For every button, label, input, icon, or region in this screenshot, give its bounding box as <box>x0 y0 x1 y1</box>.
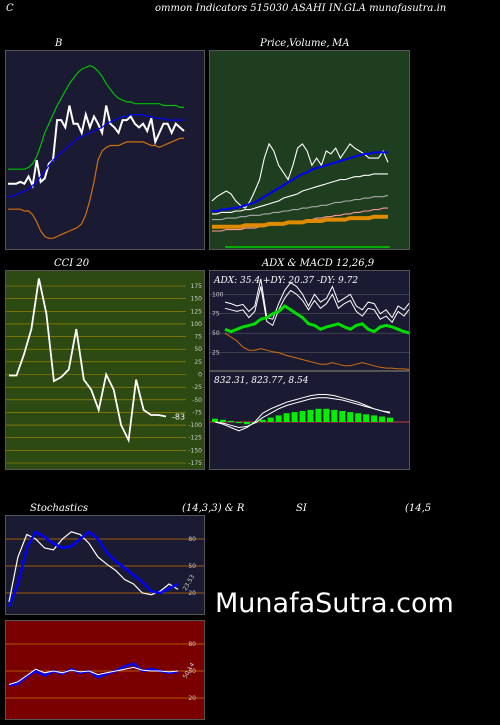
bollinger-price-line <box>8 105 185 189</box>
price-title-c: MA <box>332 38 350 49</box>
macd-panel <box>209 371 410 470</box>
cci-tick-label: 175 <box>191 283 203 290</box>
rsi-params: (14,5 <box>405 503 432 514</box>
price-ma_blue-line <box>212 151 388 212</box>
rsi-rsi-line <box>8 662 179 687</box>
cci-panel: 175 150 125 100 75 50 25 0 -25 -50 -75 -100 -125 -150… <box>5 270 205 470</box>
cci-last-label: -83 <box>172 412 185 421</box>
adx-tick-label: 75 <box>212 311 220 318</box>
macd-histogram-bar <box>291 412 298 422</box>
adx-tick-label: 100 <box>212 291 224 298</box>
adx-plus_dy-line <box>224 278 409 320</box>
rsi-rsi_white-line <box>8 666 179 685</box>
page-title: ommon Indicators 515030 ASAHI IN.GLA mun… <box>155 3 447 14</box>
bollinger-panel <box>5 50 205 250</box>
macd-histogram-bar <box>371 415 378 422</box>
adx-readout: ADX: 35.4 +DY: 20.37 -DY: 9.72 <box>214 276 359 286</box>
cci-tick-label: -100 <box>188 422 202 429</box>
macd-histogram-bar <box>212 418 218 422</box>
adx-tick-label: 50 <box>212 330 220 337</box>
macd-signal-line <box>214 397 391 429</box>
macd-histogram-bar <box>331 409 338 422</box>
macd-histogram-bar <box>267 417 274 422</box>
stoch-tick-label: 80 <box>188 536 196 543</box>
adx-minus_dy-line <box>224 286 409 327</box>
macd-histogram-bar <box>307 409 314 422</box>
macd-histogram-bar <box>363 414 370 422</box>
corner-char: C <box>6 3 14 14</box>
macd-histogram-bar <box>243 422 250 425</box>
rsi-tick-label: 80 <box>188 641 196 648</box>
macd-histogram-bar <box>315 408 322 422</box>
price-ma_white_1-line <box>212 173 388 215</box>
cci-tick-label: 50 <box>194 346 202 353</box>
cci-tick-label: -175 <box>188 460 202 467</box>
macd-readout: 832.31, 823.77, 8.54 <box>214 376 309 386</box>
macd-histogram-bar <box>235 422 242 424</box>
cci-tick-label: 25 <box>194 359 202 366</box>
stoch-k-line <box>8 531 179 603</box>
cci-tick-label: -125 <box>188 435 202 442</box>
adx-tick-label: 25 <box>212 350 220 357</box>
macd-histogram-bar <box>283 413 290 422</box>
cci-title: CCI 20 <box>54 258 90 269</box>
macd-histogram-bar <box>347 412 354 422</box>
macd-histogram-bar <box>387 417 393 422</box>
stoch-d-line <box>7 530 179 607</box>
bollinger-middle-line <box>8 113 184 198</box>
adx-title: ADX & MACD 12,26,9 <box>262 258 375 269</box>
macd-histogram-bar <box>339 411 346 422</box>
stoch-params: (14,3,3) & R <box>182 503 245 514</box>
stoch-title: Stochastics <box>30 503 88 514</box>
adx-adx-line <box>224 304 409 335</box>
adx-panel: 100 75 50 25 <box>209 270 410 371</box>
price-panel <box>209 50 410 250</box>
price-title-b: Volume, <box>289 38 330 49</box>
bollinger-lower-line <box>8 137 184 239</box>
rsi-panel: 80 50 20 50.14 <box>5 620 205 720</box>
rsi-tick-label: 20 <box>188 695 196 702</box>
cci-tick-label: 0 <box>198 372 202 379</box>
stoch-tick-label: 20 <box>188 590 196 597</box>
bollinger-title: B <box>55 38 63 49</box>
watermark: MunafaSutra.com <box>215 588 454 619</box>
price-ma_orange-line <box>212 214 388 229</box>
rsi-tick-label: 50 <box>188 668 196 675</box>
cci-tick-label: 150 <box>191 296 203 303</box>
stoch-tick-label: 50 <box>188 563 196 570</box>
bollinger-upper-line <box>8 64 184 170</box>
rsi-title: SI <box>296 503 307 514</box>
price-title-a: Price, <box>260 38 290 49</box>
macd-histogram-bar <box>323 408 330 422</box>
macd-histogram-bar <box>355 413 362 422</box>
cci-tick-label: -150 <box>188 447 202 454</box>
macd-histogram-bar <box>219 419 226 422</box>
cci-line <box>9 278 167 444</box>
macd-histogram-bar <box>227 420 234 422</box>
cci-tick-label: -25 <box>192 384 202 391</box>
cci-tick-label: 75 <box>194 334 202 341</box>
cci-tick-label: 100 <box>191 321 203 328</box>
cci-tick-label: -75 <box>192 409 202 416</box>
cci-tick-label: -50 <box>192 397 202 404</box>
macd-histogram-bar <box>259 419 266 422</box>
adx-orange-line <box>224 332 409 370</box>
stochastics-panel: 80 50 20 23.53 <box>5 515 205 615</box>
price-ma_grey-line <box>212 194 389 221</box>
macd-histogram-bar <box>299 411 306 422</box>
macd-histogram-bar <box>379 416 386 422</box>
macd-macd-line <box>214 394 391 432</box>
cci-tick-label: 125 <box>191 308 203 315</box>
macd-histogram-bar <box>275 415 282 422</box>
